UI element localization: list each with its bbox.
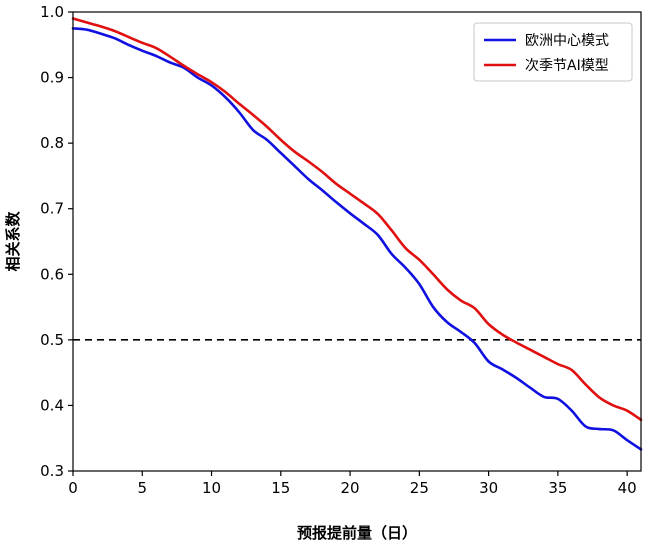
legend-box	[473, 22, 633, 82]
x-tick-label: 25	[410, 479, 429, 497]
series-layer	[71, 17, 643, 451]
y-tick-label: 1.0	[40, 3, 64, 21]
x-tick-label: 0	[68, 479, 78, 497]
x-axis: 0 5 10 15 20 25 30 35 40	[68, 471, 637, 497]
x-tick-label: 10	[202, 479, 221, 497]
y-axis: 0.3 0.4 0.5 0.6 0.7 0.8 0.9 1.0	[40, 3, 73, 480]
legend-label: 欧洲中心模式	[525, 33, 609, 49]
x-tick-label: 30	[479, 479, 498, 497]
y-tick-label: 0.7	[40, 200, 64, 218]
x-axis-title: 预报提前量（日）	[297, 524, 417, 542]
x-tick-label: 5	[137, 479, 147, 497]
x-tick-label: 40	[618, 479, 637, 497]
y-axis-title: 相关系数	[4, 211, 22, 272]
series-line-1	[71, 27, 643, 451]
x-tick-label: 35	[548, 479, 567, 497]
y-tick-label: 0.5	[40, 331, 64, 349]
series-line-2	[71, 17, 643, 422]
y-tick-label: 0.9	[40, 69, 64, 87]
y-tick-label: 0.6	[40, 265, 64, 283]
y-tick-label: 0.4	[40, 396, 64, 414]
x-tick-label: 15	[271, 479, 290, 497]
legend-label: 次季节AI模型	[525, 58, 609, 74]
x-tick-label: 20	[341, 479, 360, 497]
plot-frame	[72, 11, 642, 472]
y-tick-label: 0.3	[40, 462, 64, 480]
y-tick-label: 0.8	[40, 134, 64, 152]
